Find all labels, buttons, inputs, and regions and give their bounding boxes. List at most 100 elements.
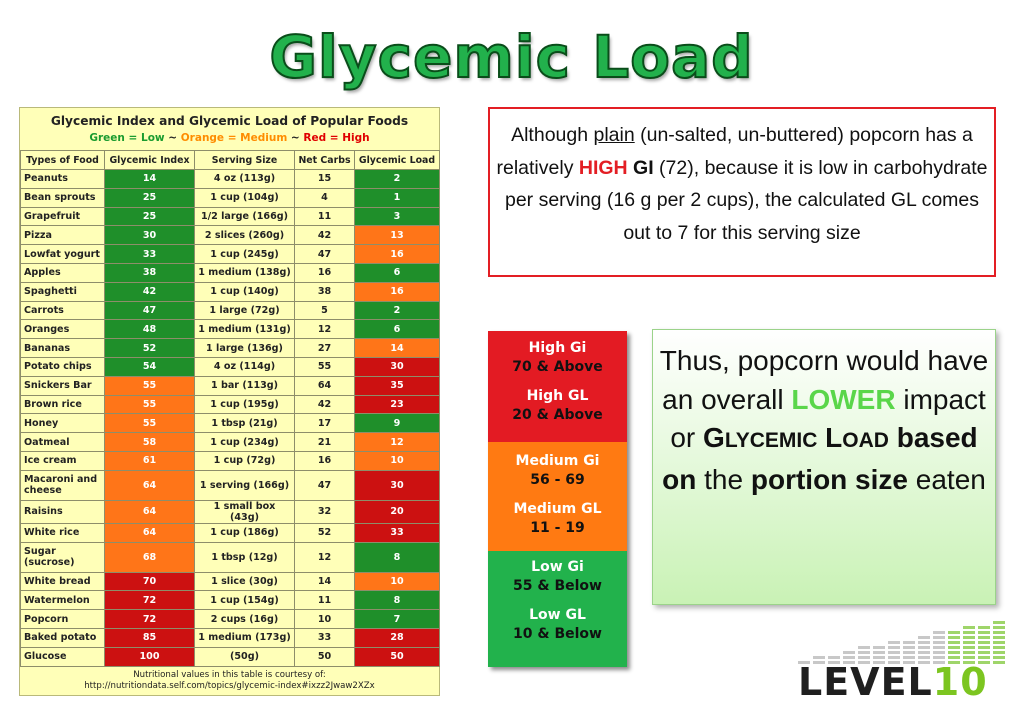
table-row: Ice cream 61 1 cup (72g) 16 10 [20,450,440,471]
serving-cell: 1 medium (173g) [194,627,295,648]
logo-bar-segment [888,656,900,659]
logo-bar-segment [993,656,1005,659]
serving-cell: 1 cup (186g) [194,522,295,543]
logo-bar-segment [828,661,840,664]
logo-bar-segment [948,636,960,639]
gi-cell: 33 [104,244,195,264]
table-row: Peanuts 14 4 oz (113g) 15 2 [20,169,440,189]
logo-bar-segment [903,651,915,654]
gi-cell: 64 [104,499,195,524]
carbs-cell: 64 [294,375,355,396]
logo-bar-segment [933,661,945,664]
logo-bar-segment [993,651,1005,654]
slide-title: Glycemic Load [268,22,754,92]
gi-cell: 64 [104,469,195,501]
gl-cell: 16 [354,244,440,264]
serving-cell: 1 tbsp (12g) [194,541,295,573]
carbs-cell: 14 [294,571,355,592]
food-cell: Macaroni and cheese [20,469,105,501]
logo-bar-segment [948,631,960,634]
logo-bar-segment [858,661,870,664]
serving-cell: 1 cup (140g) [194,281,295,302]
food-cell: Peanuts [20,169,105,189]
scale-value: 56 - 69 [530,472,585,488]
food-cell: Bean sprouts [20,187,105,208]
logo-bar-segment [933,646,945,649]
logo-bar-segment [963,646,975,649]
gi-cell: 72 [104,609,195,629]
gi-cell: 55 [104,375,195,396]
gl-cell: 30 [354,469,440,501]
food-cell: Carrots [20,300,105,321]
concl-text: impact or [670,383,986,454]
carbs-cell: 32 [294,499,355,524]
logo-bar-segment [873,661,885,664]
legend-red: Red = High [303,132,370,144]
carbs-cell: 5 [294,300,355,321]
note-text: (72), because it is low in carbohydrate … [504,156,988,244]
serving-cell: 1 tbsp (21g) [194,413,295,434]
logo-bar-segment [918,661,930,664]
food-cell: Spaghetti [20,281,105,302]
gl-cell: 35 [354,375,440,396]
table-row: Macaroni and cheese 64 1 serving (166g) 47 3… [20,469,440,501]
logo-bar-segment [798,661,810,664]
gi-cell: 30 [104,225,195,246]
logo-bar-segment [978,661,990,664]
gl-cell: 8 [354,590,440,611]
scale-medium: Medium Gi 56 - 69 Medium GL 11 - 19 [488,442,627,551]
food-cell: Baked potato [20,627,105,648]
table-header: Glycemic Index and Glycemic Load of Popu… [20,108,439,150]
footer-credit: Nutritional values in this table is cour… [133,669,326,680]
carbs-cell: 16 [294,450,355,471]
logo-bar-segment [918,651,930,654]
gl-cell: 10 [354,571,440,592]
concl-text: eaten [907,463,986,495]
level10-logo: LEVEL10 [798,620,1018,704]
logo-bar-segment [873,651,885,654]
food-cell: Popcorn [20,609,105,629]
legend-orange: Orange = Medium [180,132,288,144]
logo-bar-segment [948,646,960,649]
table-body: Peanuts 14 4 oz (113g) 15 2 Bean sprouts 25 1 c… [20,169,440,667]
logo-bar-segment [978,651,990,654]
legend-sep: ~ [290,132,300,144]
logo-bar-segment [828,656,840,659]
carbs-cell: 16 [294,262,355,283]
table-row: Bananas 52 1 large (136g) 27 14 [20,338,440,358]
logo-bar-segment [873,646,885,649]
gi-cell: 64 [104,522,195,543]
food-table: Types of Food Glycemic Index Serving Siz… [20,150,440,667]
carbs-cell: 42 [294,394,355,415]
logo-bar-segment [813,661,825,664]
table-row: Carrots 47 1 large (72g) 5 2 [20,300,440,321]
table-row: Oatmeal 58 1 cup (234g) 21 12 [20,432,440,452]
gl-cell: 6 [354,319,440,340]
scale-low: Low Gi 55 & Below Low GL 10 & Below [488,551,627,667]
logo-bar-segment [993,661,1005,664]
scale-label: Medium GL [513,501,602,517]
note-high: HIGH [578,156,628,179]
logo-bar-segment [933,656,945,659]
table-row: Baked potato 85 1 medium (173g) 33 28 [20,627,440,648]
carbs-cell: 15 [294,169,355,189]
carbs-cell: 27 [294,338,355,358]
serving-cell: 1 cup (195g) [194,394,295,415]
gi-cell: 42 [104,281,195,302]
serving-cell: 1 cup (72g) [194,450,295,471]
gi-cell: 38 [104,262,195,283]
serving-cell: 1 serving (166g) [194,469,295,501]
carbs-cell: 11 [294,206,355,227]
serving-cell: 1 medium (131g) [194,319,295,340]
serving-cell: 1 cup (234g) [194,432,295,452]
carbs-cell: 11 [294,590,355,611]
gl-cell: 2 [354,300,440,321]
table-title: Glycemic Index and Glycemic Load of Popu… [50,114,409,128]
logo-bar-segment [933,641,945,644]
logo-bar-segment [963,641,975,644]
food-cell: Oatmeal [20,432,105,452]
table-row: Apples 38 1 medium (138g) 16 6 [20,262,440,283]
logo-level: LEVEL [798,660,933,704]
food-cell: Ice cream [20,450,105,471]
logo-bar-segment [978,641,990,644]
